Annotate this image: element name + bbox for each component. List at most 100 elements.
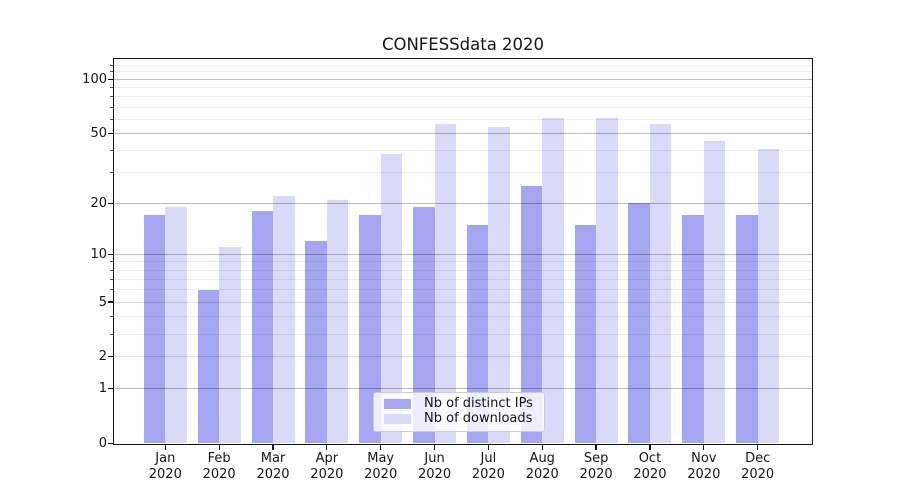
y-tick-mark-minor-120	[110, 64, 114, 66]
y-tick-mark-minor-9	[110, 261, 114, 263]
gridline-10	[114, 253, 813, 255]
bar-downloads-oct	[649, 124, 672, 444]
gridline-minor-7	[114, 278, 813, 280]
x-axis-tick-label: May 2020	[364, 451, 398, 482]
bar-downloads-jan	[165, 207, 187, 444]
gridline-5	[114, 301, 813, 303]
y-tick-mark-minor-7	[110, 278, 114, 280]
x-tick-mark-apr	[326, 445, 328, 450]
bar-distinct-ips-sep	[574, 224, 597, 444]
gridline-minor-120	[114, 64, 813, 66]
y-axis-tick-label: 1	[98, 381, 107, 397]
gridline-minor-8	[114, 269, 813, 271]
legend-label-distinct-ips: Nb of distinct IPs	[424, 395, 533, 411]
y-axis-tick-label: 2	[98, 349, 107, 365]
gridline-2	[114, 356, 813, 358]
y-axis-tick-label: 100	[82, 71, 107, 87]
x-tick-mark-jun	[433, 445, 436, 450]
x-axis-tick-label: Jun 2020	[418, 451, 452, 482]
x-tick-mark-jul	[487, 445, 490, 450]
legend-swatch-downloads	[384, 414, 411, 425]
x-axis-tick-label: Feb 2020	[202, 451, 236, 482]
bar-downloads-nov	[703, 141, 726, 444]
bar-distinct-ips-mar	[251, 211, 273, 444]
gridline-minor-60	[114, 118, 813, 120]
x-tick-mark-aug	[541, 445, 543, 450]
bar-distinct-ips-feb	[197, 289, 220, 444]
y-tick-mark-minor-70	[110, 106, 114, 108]
x-tick-mark-sep	[595, 445, 597, 450]
y-tick-mark-2	[108, 356, 114, 358]
y-tick-mark-minor-80	[110, 96, 114, 98]
legend-item-downloads: Nb of downloads	[384, 412, 536, 426]
y-axis-tick-label: 10	[90, 246, 107, 262]
gridline-minor-80	[114, 96, 813, 98]
x-axis-tick-label: Jan 2020	[148, 451, 182, 482]
gridline-minor-9	[114, 261, 813, 263]
y-tick-mark-minor-110	[110, 71, 114, 73]
x-tick-mark-mar	[272, 445, 274, 450]
bar-downloads-apr	[326, 199, 349, 444]
bar-downloads-mar	[273, 196, 295, 444]
x-tick-mark-nov	[703, 445, 705, 450]
bar-downloads-feb	[219, 247, 241, 444]
bar-distinct-ips-jul	[466, 224, 489, 444]
x-axis-tick-label: Dec 2020	[741, 451, 775, 482]
bar-distinct-ips-nov	[682, 215, 704, 444]
bar-downloads-jul	[488, 127, 510, 444]
gridline-minor-110	[114, 71, 813, 73]
gridline-minor-3	[114, 333, 813, 335]
gridline-100	[114, 78, 813, 80]
chart-title: CONFESSdata 2020	[381, 35, 545, 54]
y-tick-mark-minor-60	[110, 118, 114, 120]
bar-distinct-ips-oct	[628, 203, 650, 444]
y-axis-tick-label: 0	[98, 436, 107, 451]
gridline-minor-4	[114, 315, 813, 317]
y-axis-tick-label: 50	[90, 125, 107, 141]
x-axis-tick-label: Mar 2020	[256, 451, 290, 482]
bar-distinct-ips-jan	[143, 215, 166, 444]
y-tick-mark-100	[108, 78, 114, 80]
y-tick-mark-minor-3	[110, 333, 114, 335]
bar-distinct-ips-dec	[736, 215, 758, 444]
legend: Nb of distinct IPs Nb of downloads	[373, 392, 545, 432]
gridline-minor-70	[114, 106, 813, 108]
x-axis-tick-label: Oct 2020	[633, 451, 667, 482]
gridline-50	[114, 132, 813, 134]
bar-downloads-jun	[434, 124, 457, 444]
bar-distinct-ips-aug	[520, 186, 543, 444]
y-tick-mark-minor-90	[110, 87, 114, 88]
x-tick-mark-jan	[164, 445, 166, 450]
y-tick-mark-minor-40	[110, 149, 114, 151]
x-tick-mark-oct	[649, 445, 651, 450]
gridline-minor-6	[114, 289, 813, 291]
gridline-minor-40	[114, 149, 813, 151]
y-tick-mark-minor-30	[110, 171, 114, 173]
bar-downloads-dec	[757, 148, 780, 444]
y-tick-mark-5	[108, 301, 114, 303]
bar-distinct-ips-apr	[305, 241, 327, 444]
gridline-minor-30	[114, 171, 813, 173]
x-tick-mark-feb	[218, 445, 220, 450]
bar-downloads-sep	[596, 117, 618, 444]
x-axis-tick-label: Aug 2020	[525, 451, 559, 482]
x-axis-tick-label: Sep 2020	[579, 451, 613, 482]
legend-label-downloads: Nb of downloads	[424, 411, 533, 427]
bar-distinct-ips-jun	[413, 207, 435, 444]
gridline-minor-90	[114, 87, 813, 88]
y-tick-mark-1	[108, 388, 114, 390]
x-tick-mark-dec	[757, 445, 759, 450]
bar-downloads-may	[380, 154, 403, 444]
x-tick-mark-may	[380, 445, 382, 450]
y-tick-mark-10	[108, 253, 114, 255]
x-axis-tick-label: Apr 2020	[310, 451, 344, 482]
legend-swatch-distinct-ips	[384, 398, 411, 409]
bar-downloads-aug	[542, 117, 564, 444]
gridline-20	[114, 202, 813, 204]
legend-item-distinct-ips: Nb of distinct IPs	[384, 395, 536, 411]
bar-distinct-ips-may	[359, 215, 381, 444]
y-axis-tick-label: 20	[90, 195, 107, 211]
y-tick-mark-minor-4	[110, 315, 114, 317]
x-axis-tick-label: Jul 2020	[471, 451, 505, 482]
